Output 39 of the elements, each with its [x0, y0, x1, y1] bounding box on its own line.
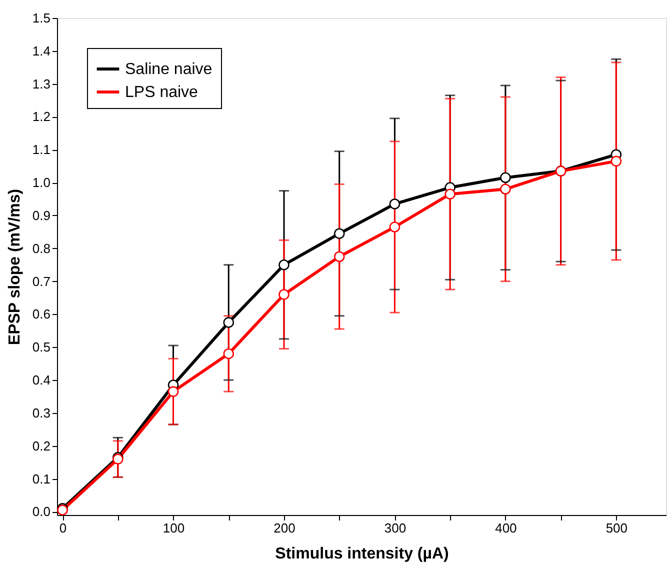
y-tick-label: 0.6 [32, 306, 50, 322]
x-axis-title: Stimulus intensity (µA) [275, 546, 449, 562]
y-tick-label: 1.5 [32, 10, 50, 26]
point [223, 317, 234, 328]
y-tick-label: 0.4 [32, 372, 50, 388]
y-tick-label: 0.2 [32, 438, 50, 454]
y-tick-label: 1.4 [32, 43, 50, 58]
point [444, 188, 456, 200]
x-tick-label: 100 [162, 520, 185, 536]
x-tick-label: 400 [495, 520, 517, 536]
y-axis-title: EPSP slope (mV/ms) [6, 188, 24, 346]
y-tick-label: 0.7 [32, 274, 50, 289]
point [389, 222, 400, 232]
point [223, 348, 234, 360]
point [610, 156, 622, 167]
y-tick-label: 1.1 [32, 142, 50, 158]
point [500, 184, 511, 195]
x-tick-label: 300 [384, 520, 406, 536]
x-tick-label: 500 [606, 520, 628, 536]
legend-label: Saline naive [125, 61, 212, 78]
y-tick-label: 1.0 [32, 175, 50, 190]
point [500, 172, 511, 184]
point [334, 228, 345, 239]
y-tick-label: 1.2 [32, 109, 50, 124]
point [278, 289, 290, 300]
y-tick-label: 0.8 [32, 240, 50, 256]
point [334, 251, 345, 262]
y-tick-label: 1.3 [32, 76, 50, 92]
y-tick-label: 0.5 [32, 340, 50, 355]
y-tick-label: 0.0 [32, 504, 50, 520]
point [278, 259, 290, 270]
x-tick-label: 200 [274, 520, 296, 536]
y-tick-label: 0.1 [32, 471, 50, 486]
legend-label: LPS naive [125, 84, 198, 101]
point [389, 198, 400, 210]
y-tick-label: 0.9 [32, 208, 50, 223]
x-tick-label: 0 [59, 520, 67, 536]
y-tick-label: 0.3 [32, 405, 50, 420]
point [168, 386, 179, 397]
